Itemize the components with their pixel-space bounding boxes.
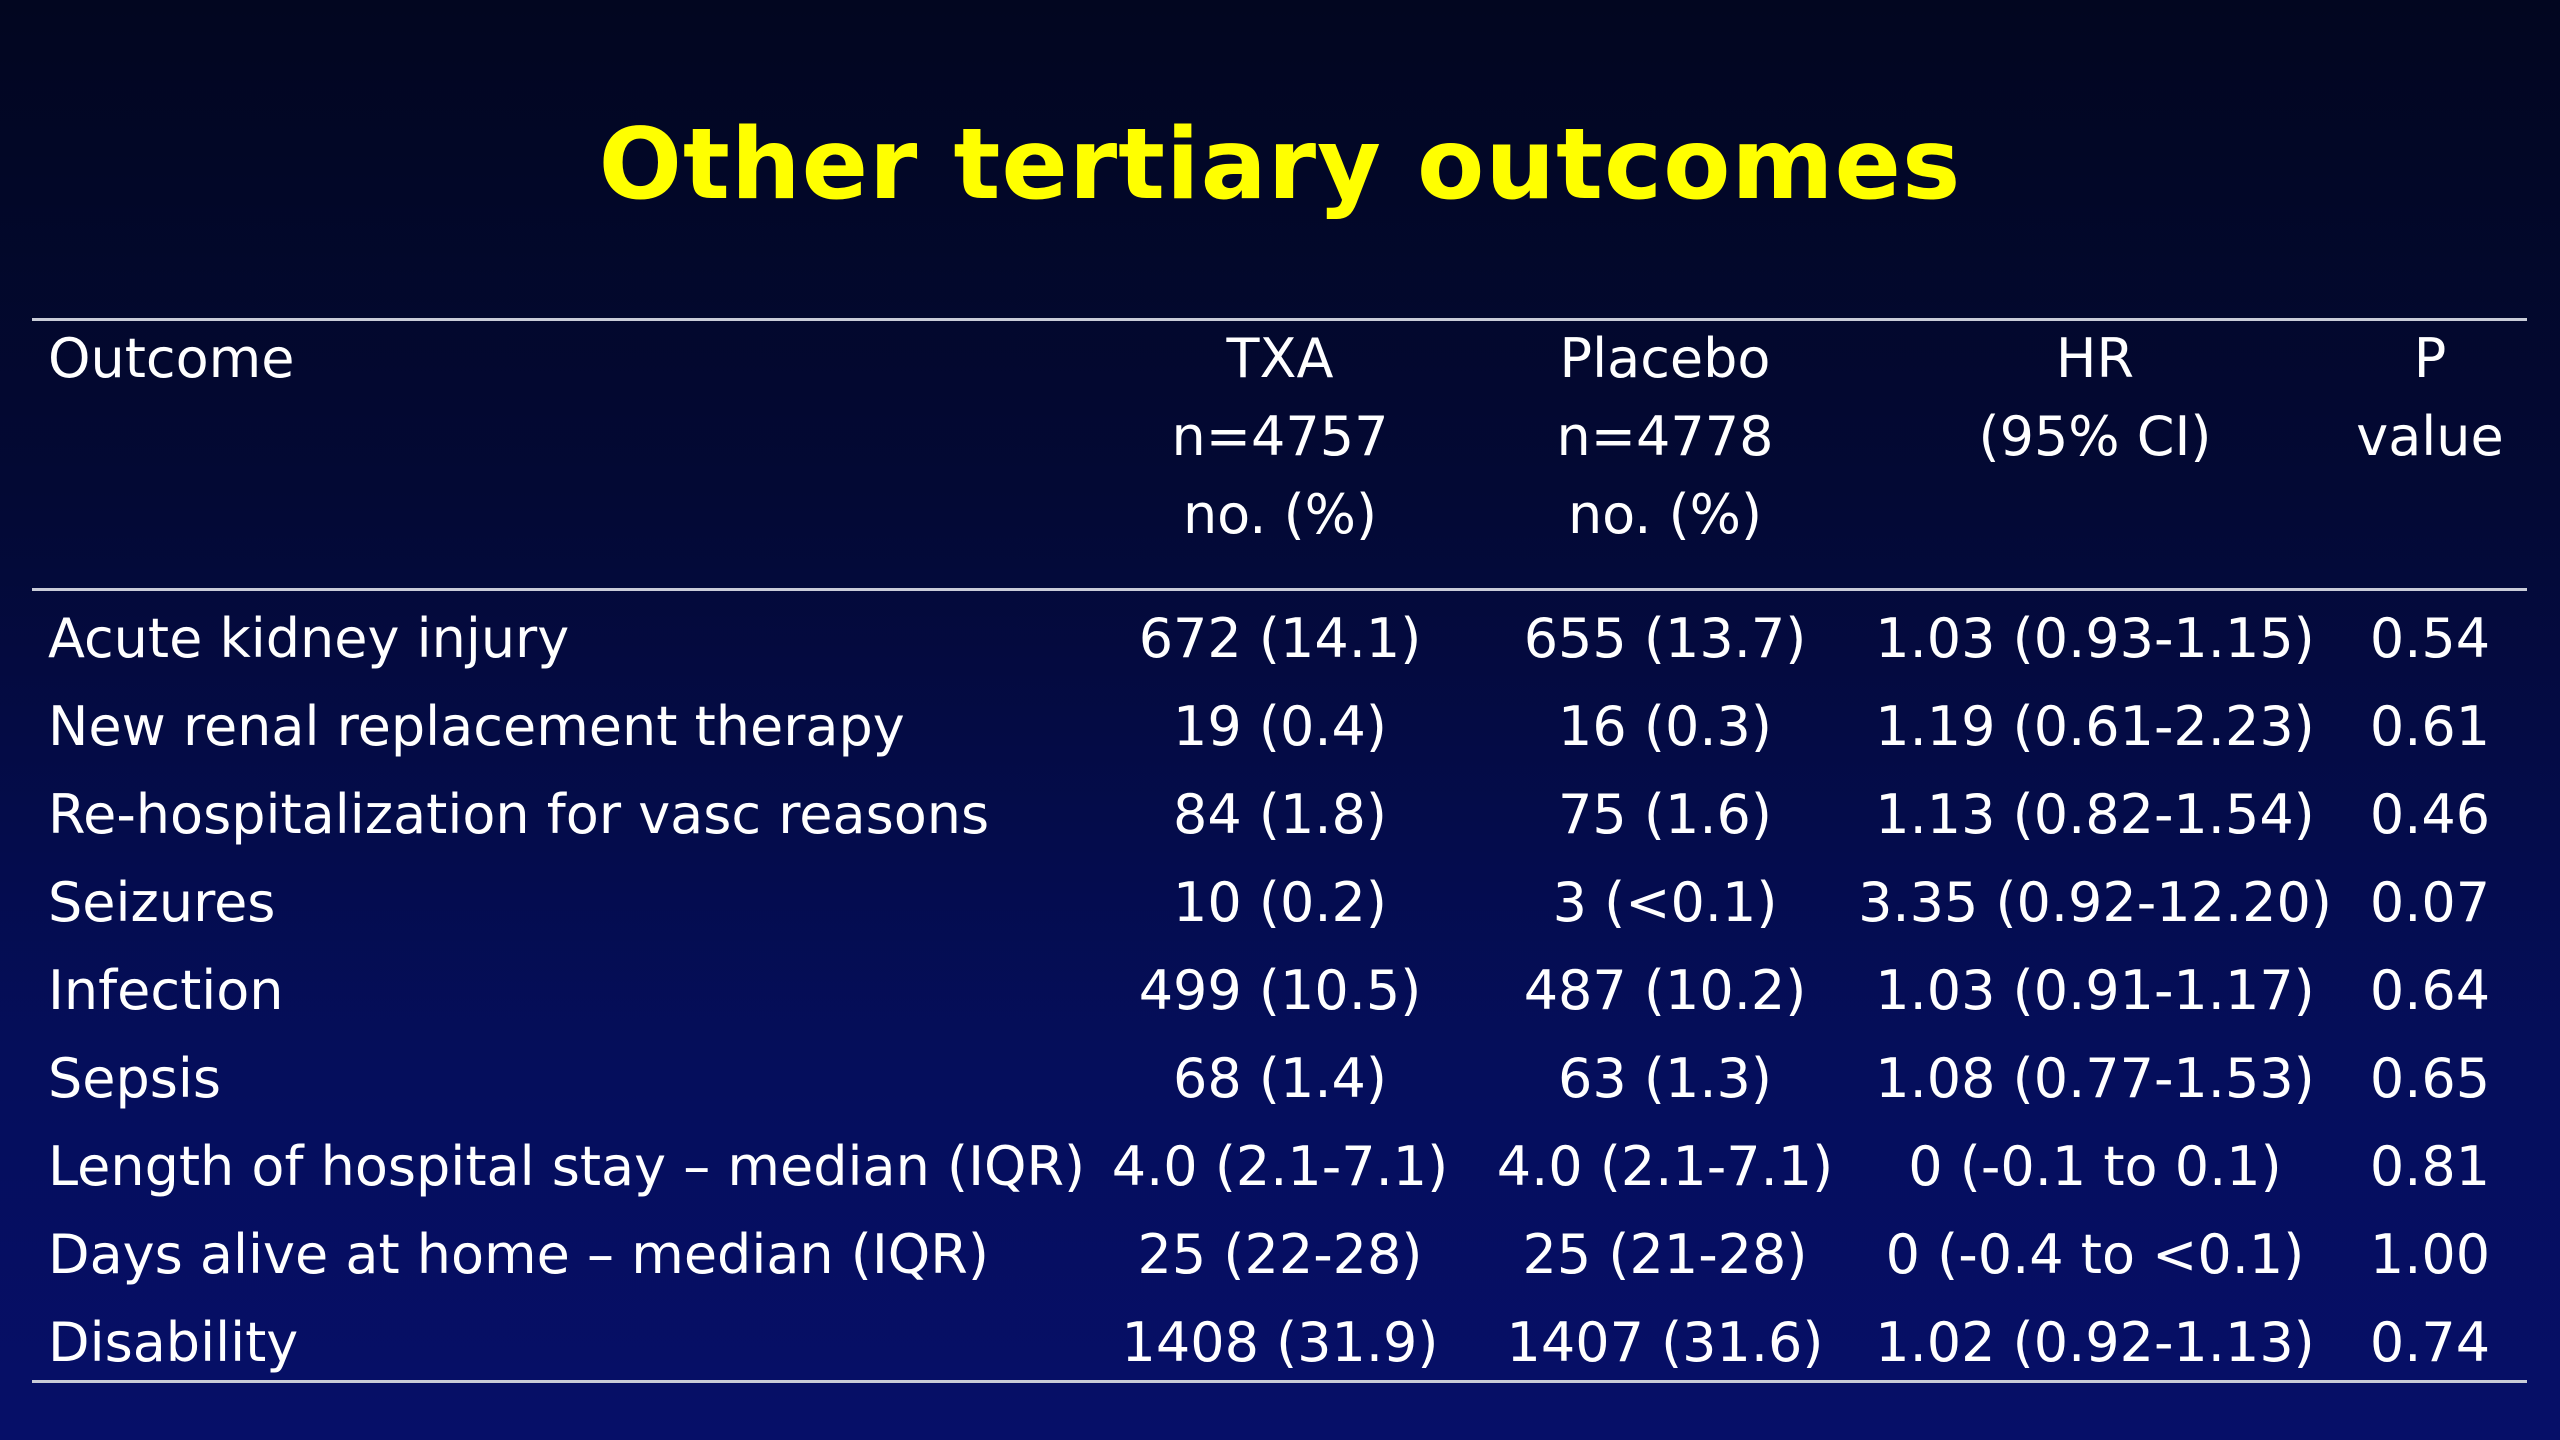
cell-outcome: Disability <box>48 1311 299 1374</box>
header-p-line: P <box>2413 327 2447 390</box>
header-outcome-line: Outcome <box>48 327 295 390</box>
table-row: Acute kidney injury 672 (14.1) 655 (13.7… <box>0 600 2560 688</box>
cell-hr: 0 (-0.4 to <0.1) <box>1885 1223 2305 1286</box>
table-row: Re-hospitalization for vasc reasons 84 (… <box>0 776 2560 864</box>
table-row: Length of hospital stay – median (IQR) 4… <box>0 1128 2560 1216</box>
cell-txa: 68 (1.4) <box>1173 1047 1387 1110</box>
header-txa: TXA n=4757 no. (%) <box>1090 320 1470 554</box>
cell-placebo: 16 (0.3) <box>1558 695 1772 758</box>
cell-txa: 10 (0.2) <box>1173 871 1387 934</box>
cell-hr: 1.08 (0.77-1.53) <box>1875 1047 2315 1110</box>
cell-placebo: 25 (21-28) <box>1522 1223 1808 1286</box>
table-header-row: Outcome TXA n=4757 no. (%) Placebo n=477… <box>0 320 2560 580</box>
cell-outcome: Length of hospital stay – median (IQR) <box>48 1135 1086 1198</box>
table-bottom-rule <box>32 1380 2527 1383</box>
cell-placebo: 63 (1.3) <box>1558 1047 1772 1110</box>
header-placebo-line: n=4778 <box>1556 405 1774 468</box>
header-txa-line: n=4757 <box>1171 405 1389 468</box>
cell-hr: 3.35 (0.92-12.20) <box>1858 871 2332 934</box>
table-row: Infection 499 (10.5) 487 (10.2) 1.03 (0.… <box>0 952 2560 1040</box>
cell-p: 0.81 <box>2369 1135 2491 1198</box>
table-row: Days alive at home – median (IQR) 25 (22… <box>0 1216 2560 1304</box>
slide-title: Other tertiary outcomes <box>598 108 1962 222</box>
cell-outcome: Seizures <box>48 871 276 934</box>
table-row: Sepsis 68 (1.4) 63 (1.3) 1.08 (0.77-1.53… <box>0 1040 2560 1128</box>
header-placebo-line: Placebo <box>1559 327 1771 390</box>
cell-txa: 25 (22-28) <box>1137 1223 1423 1286</box>
header-placebo-line: no. (%) <box>1567 483 1763 546</box>
cell-txa: 84 (1.8) <box>1173 783 1387 846</box>
cell-p: 0.07 <box>2369 871 2491 934</box>
table-row: New renal replacement therapy 19 (0.4) 1… <box>0 688 2560 776</box>
table-row: Seizures 10 (0.2) 3 (<0.1) 3.35 (0.92-12… <box>0 864 2560 952</box>
header-txa-line: no. (%) <box>1182 483 1378 546</box>
table-header-rule <box>32 588 2527 591</box>
header-hr-line: (95% CI) <box>1978 405 2212 468</box>
cell-placebo: 75 (1.6) <box>1558 783 1772 846</box>
cell-hr: 1.13 (0.82-1.54) <box>1875 783 2315 846</box>
header-placebo: Placebo n=4778 no. (%) <box>1475 320 1855 554</box>
cell-txa: 1408 (31.9) <box>1121 1311 1439 1374</box>
cell-outcome: Days alive at home – median (IQR) <box>48 1223 989 1286</box>
cell-hr: 1.03 (0.91-1.17) <box>1875 959 2315 1022</box>
cell-hr: 0 (-0.1 to 0.1) <box>1908 1135 2282 1198</box>
cell-placebo: 1407 (31.6) <box>1506 1311 1824 1374</box>
cell-outcome: Infection <box>48 959 284 1022</box>
cell-placebo: 3 (<0.1) <box>1552 871 1778 934</box>
cell-outcome: Sepsis <box>48 1047 222 1110</box>
cell-txa: 672 (14.1) <box>1138 607 1422 670</box>
cell-placebo: 487 (10.2) <box>1523 959 1807 1022</box>
cell-p: 0.65 <box>2369 1047 2491 1110</box>
cell-outcome: Re-hospitalization for vasc reasons <box>48 783 990 846</box>
cell-p: 1.00 <box>2369 1223 2491 1286</box>
table-top-rule <box>32 318 2527 321</box>
cell-p: 0.74 <box>2369 1311 2491 1374</box>
cell-p: 0.46 <box>2369 783 2491 846</box>
cell-hr: 1.19 (0.61-2.23) <box>1875 695 2315 758</box>
cell-placebo: 655 (13.7) <box>1523 607 1807 670</box>
header-p-line: value <box>2356 405 2504 468</box>
header-txa-line: TXA <box>1226 327 1334 390</box>
header-outcome: Outcome <box>48 320 294 398</box>
cell-outcome: New renal replacement therapy <box>48 695 905 758</box>
cell-txa: 499 (10.5) <box>1138 959 1422 1022</box>
header-hr: HR (95% CI) <box>1855 320 2335 476</box>
cell-txa: 4.0 (2.1-7.1) <box>1111 1135 1449 1198</box>
cell-hr: 1.03 (0.93-1.15) <box>1875 607 2315 670</box>
cell-txa: 19 (0.4) <box>1173 695 1387 758</box>
header-hr-line: HR <box>2055 327 2135 390</box>
cell-outcome: Acute kidney injury <box>48 607 570 670</box>
cell-hr: 1.02 (0.92-1.13) <box>1875 1311 2315 1374</box>
cell-p: 0.61 <box>2369 695 2491 758</box>
cell-placebo: 4.0 (2.1-7.1) <box>1496 1135 1834 1198</box>
table-row: Disability 1408 (31.9) 1407 (31.6) 1.02 … <box>0 1304 2560 1392</box>
cell-p: 0.54 <box>2369 607 2491 670</box>
cell-p: 0.64 <box>2369 959 2491 1022</box>
header-p: P value <box>2340 320 2520 476</box>
